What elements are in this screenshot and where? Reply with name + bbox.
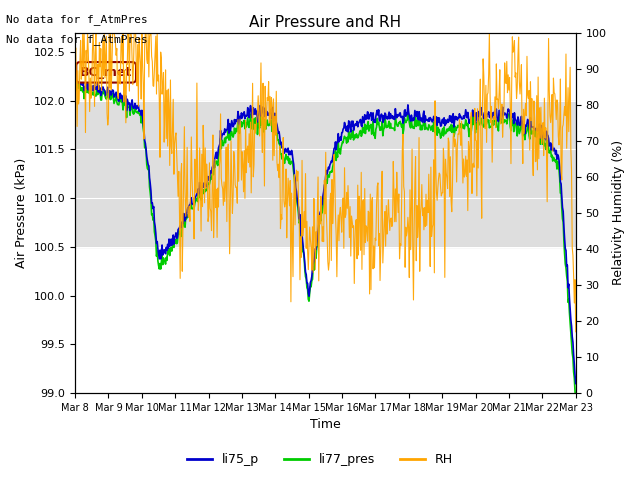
X-axis label: Time: Time	[310, 419, 340, 432]
Y-axis label: Relativity Humidity (%): Relativity Humidity (%)	[612, 140, 625, 286]
Y-axis label: Air Pressure (kPa): Air Pressure (kPa)	[15, 158, 28, 268]
Text: No data for f_AtmPres: No data for f_AtmPres	[6, 34, 148, 45]
Text: BC_met: BC_met	[80, 66, 132, 79]
Text: No data for f_AtmPres: No data for f_AtmPres	[6, 14, 148, 25]
Bar	[75, 101, 576, 247]
Legend: li75_p, li77_pres, RH: li75_p, li77_pres, RH	[182, 448, 458, 471]
Title: Air Pressure and RH: Air Pressure and RH	[250, 15, 401, 30]
